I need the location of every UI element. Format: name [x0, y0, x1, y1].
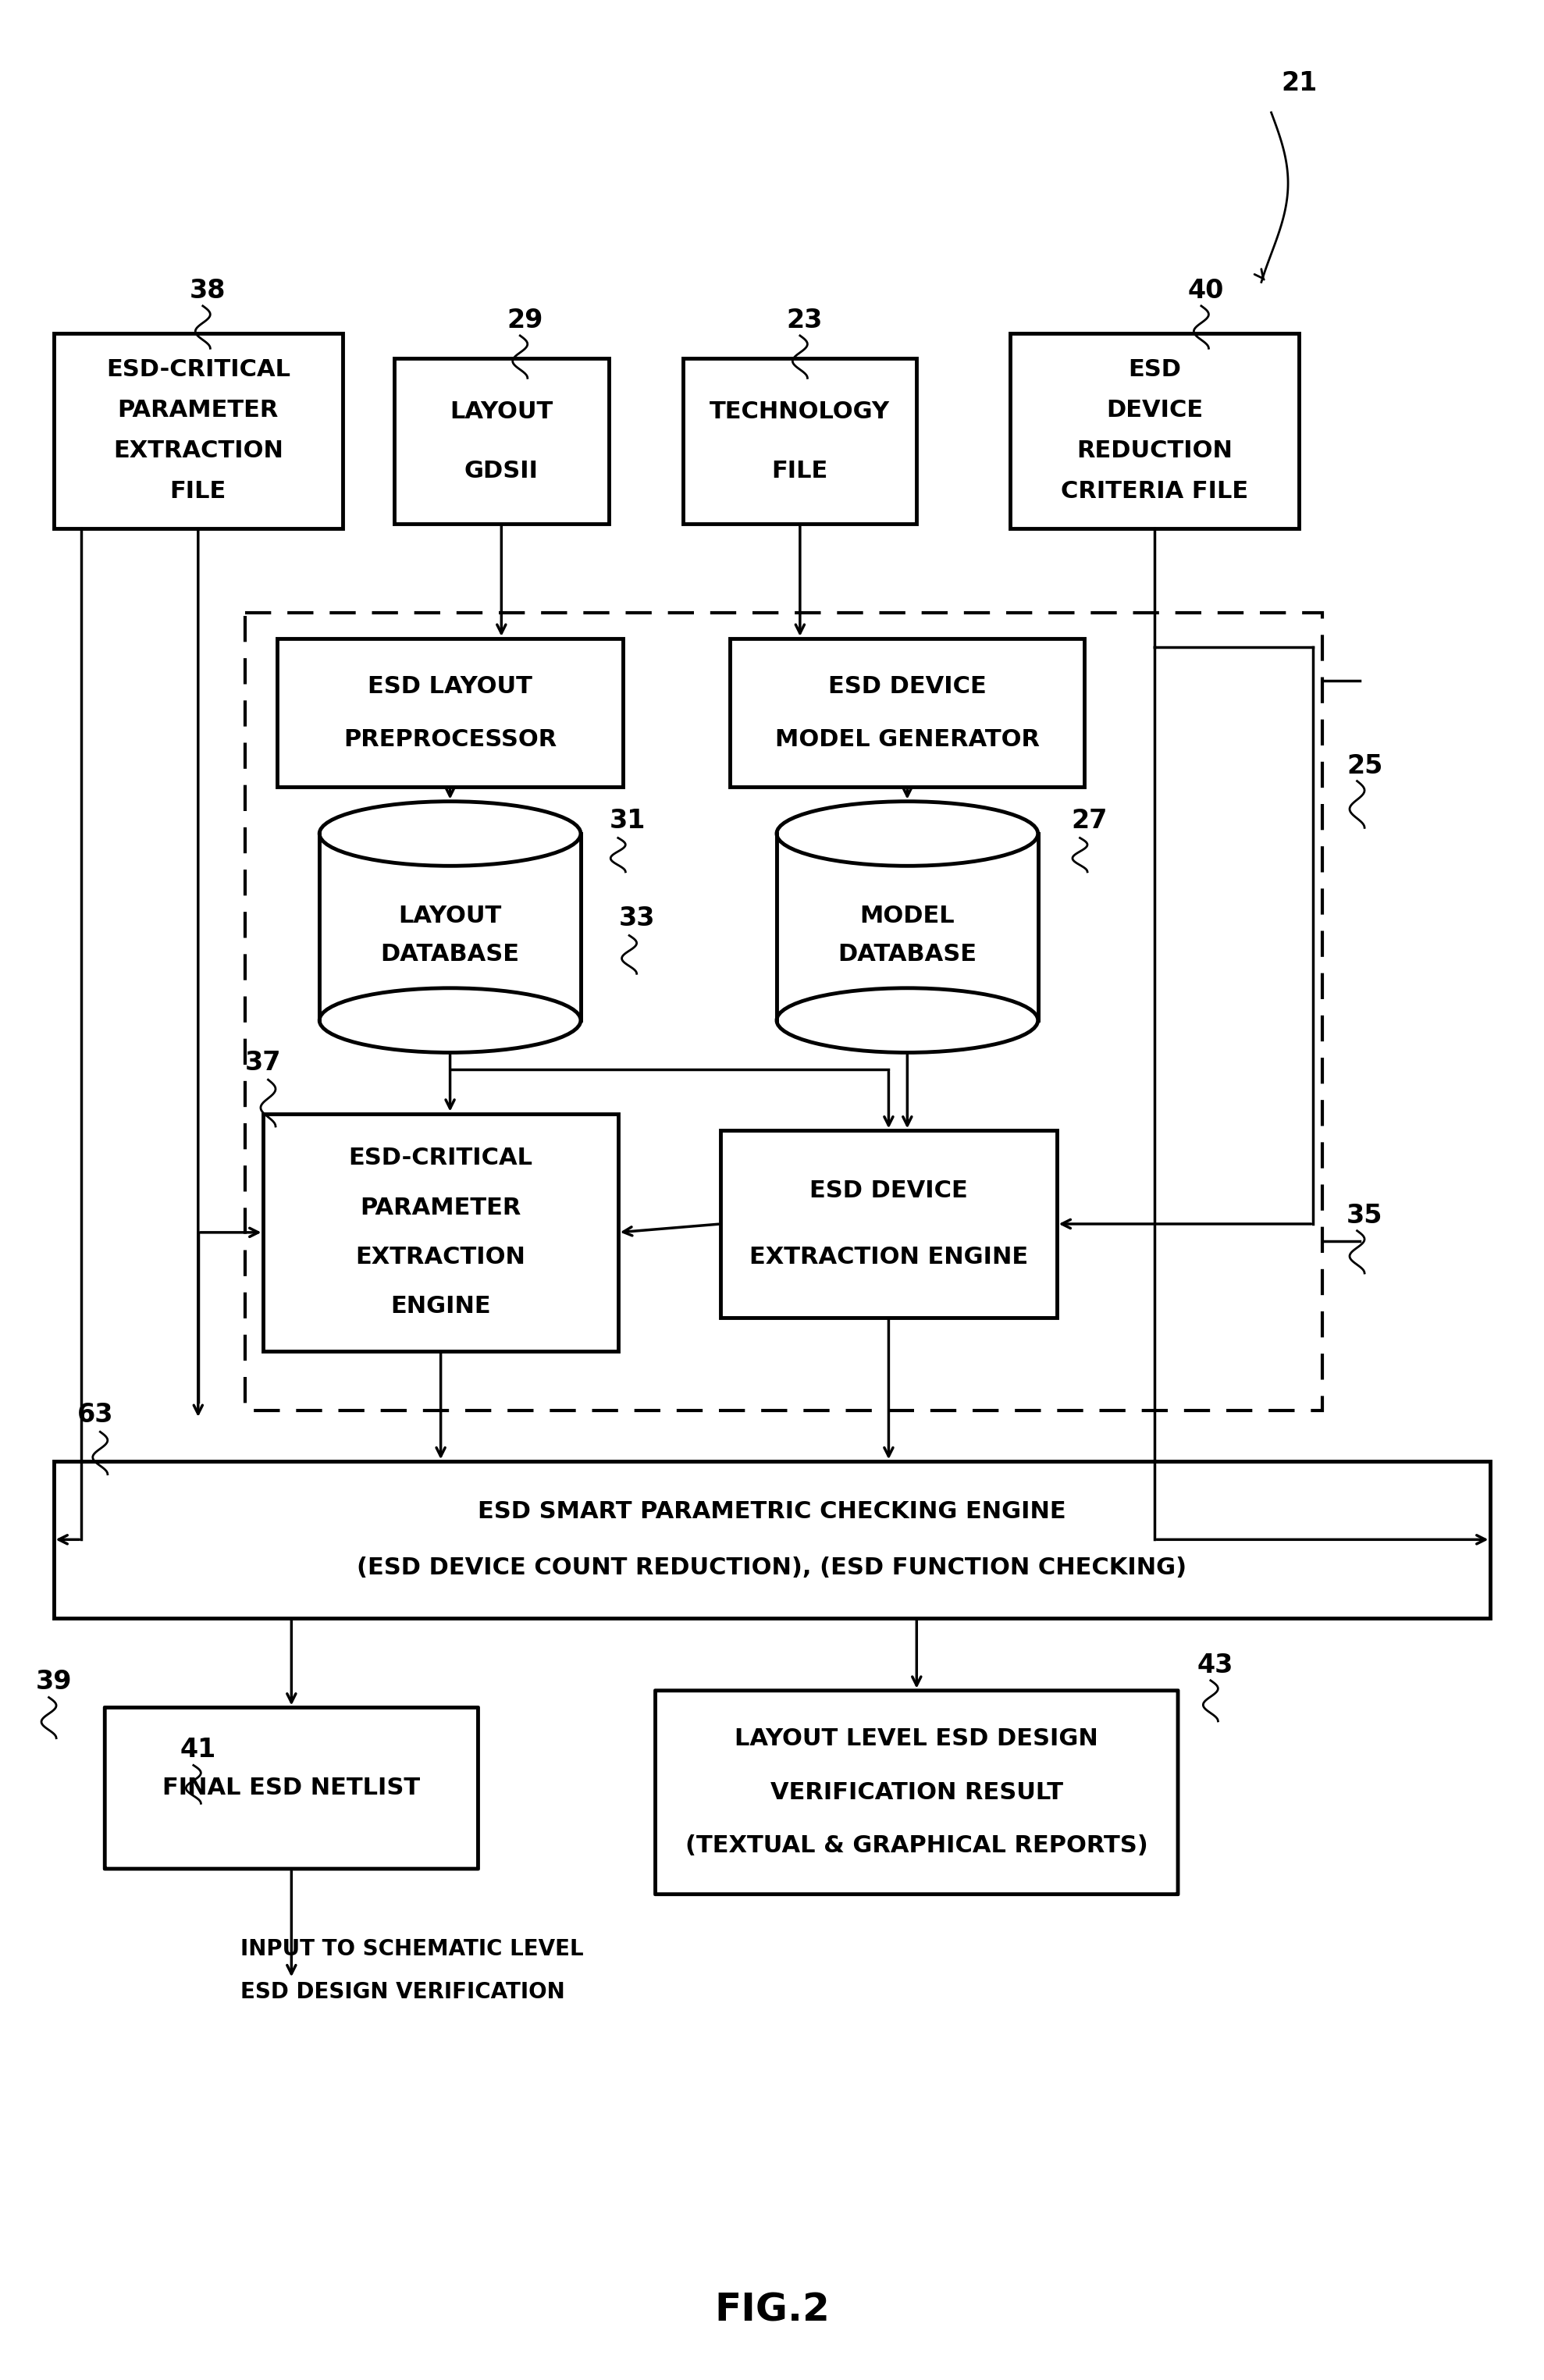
FancyBboxPatch shape — [394, 359, 608, 524]
Text: ESD: ESD — [1129, 359, 1181, 381]
Text: 23: 23 — [786, 307, 823, 333]
Text: ESD LAYOUT: ESD LAYOUT — [367, 676, 533, 697]
Text: 39: 39 — [36, 1668, 71, 1695]
FancyBboxPatch shape — [721, 1130, 1056, 1316]
Text: 25: 25 — [1346, 752, 1382, 778]
Text: DATABASE: DATABASE — [838, 942, 977, 966]
Text: VERIFICATION RESULT: VERIFICATION RESULT — [770, 1780, 1062, 1804]
Text: 63: 63 — [77, 1402, 114, 1428]
Text: FILE: FILE — [772, 459, 828, 483]
Text: ESD DEVICE: ESD DEVICE — [809, 1178, 968, 1202]
Ellipse shape — [777, 802, 1038, 866]
Bar — [777, 833, 1038, 1021]
Text: GDSII: GDSII — [465, 459, 539, 483]
Text: (ESD DEVICE COUNT REDUCTION), (ESD FUNCTION CHECKING): (ESD DEVICE COUNT REDUCTION), (ESD FUNCT… — [357, 1557, 1187, 1580]
Text: DEVICE: DEVICE — [1106, 400, 1203, 421]
FancyBboxPatch shape — [655, 1690, 1178, 1894]
Ellipse shape — [320, 802, 581, 866]
Text: ESD SMART PARAMETRIC CHECKING ENGINE: ESD SMART PARAMETRIC CHECKING ENGINE — [477, 1502, 1067, 1523]
Text: 29: 29 — [506, 307, 543, 333]
Text: INPUT TO SCHEMATIC LEVEL: INPUT TO SCHEMATIC LEVEL — [241, 1937, 584, 1961]
Text: FINAL ESD NETLIST: FINAL ESD NETLIST — [162, 1778, 420, 1799]
FancyBboxPatch shape — [730, 638, 1084, 788]
Text: FIG.2: FIG.2 — [715, 2292, 829, 2328]
Text: 31: 31 — [610, 809, 645, 833]
Text: (TEXTUAL & GRAPHICAL REPORTS): (TEXTUAL & GRAPHICAL REPORTS) — [686, 1835, 1149, 1856]
Text: EXTRACTION: EXTRACTION — [355, 1245, 527, 1269]
Text: REDUCTION: REDUCTION — [1076, 440, 1232, 462]
Text: 37: 37 — [245, 1050, 281, 1076]
Text: LAYOUT: LAYOUT — [449, 400, 553, 424]
Text: DATABASE: DATABASE — [381, 942, 519, 966]
Text: PARAMETER: PARAMETER — [360, 1197, 522, 1219]
FancyBboxPatch shape — [54, 333, 343, 528]
Text: CRITERIA FILE: CRITERIA FILE — [1061, 481, 1248, 502]
Text: ESD DEVICE: ESD DEVICE — [828, 676, 987, 697]
Text: FILE: FILE — [170, 481, 227, 502]
Text: PREPROCESSOR: PREPROCESSOR — [343, 728, 557, 750]
Text: 43: 43 — [1197, 1652, 1234, 1678]
FancyBboxPatch shape — [264, 1114, 618, 1352]
Text: ESD DESIGN VERIFICATION: ESD DESIGN VERIFICATION — [241, 1980, 565, 2002]
Text: 27: 27 — [1072, 809, 1107, 833]
Text: ESD-CRITICAL: ESD-CRITICAL — [107, 359, 290, 381]
Bar — [245, 614, 1323, 1411]
FancyBboxPatch shape — [278, 638, 622, 788]
Text: 35: 35 — [1346, 1202, 1383, 1228]
Text: LAYOUT LEVEL ESD DESIGN: LAYOUT LEVEL ESD DESIGN — [735, 1728, 1098, 1749]
Text: EXTRACTION ENGINE: EXTRACTION ENGINE — [749, 1247, 1028, 1269]
FancyBboxPatch shape — [1010, 333, 1299, 528]
Text: 40: 40 — [1187, 278, 1224, 305]
Text: TECHNOLOGY: TECHNOLOGY — [710, 400, 891, 424]
Text: ENGINE: ENGINE — [391, 1295, 491, 1319]
Text: 21: 21 — [1282, 69, 1317, 95]
Text: 33: 33 — [619, 907, 655, 931]
Text: MODEL: MODEL — [860, 904, 954, 928]
FancyBboxPatch shape — [54, 1461, 1490, 1618]
Text: 38: 38 — [190, 278, 225, 305]
FancyBboxPatch shape — [684, 359, 917, 524]
Text: MODEL GENERATOR: MODEL GENERATOR — [775, 728, 1039, 750]
Text: PARAMETER: PARAMETER — [117, 400, 278, 421]
Text: LAYOUT: LAYOUT — [398, 904, 502, 928]
Text: EXTRACTION: EXTRACTION — [113, 440, 283, 462]
Text: 41: 41 — [181, 1737, 216, 1764]
Bar — [320, 833, 581, 1021]
Text: ESD-CRITICAL: ESD-CRITICAL — [349, 1147, 533, 1169]
FancyBboxPatch shape — [105, 1706, 479, 1868]
